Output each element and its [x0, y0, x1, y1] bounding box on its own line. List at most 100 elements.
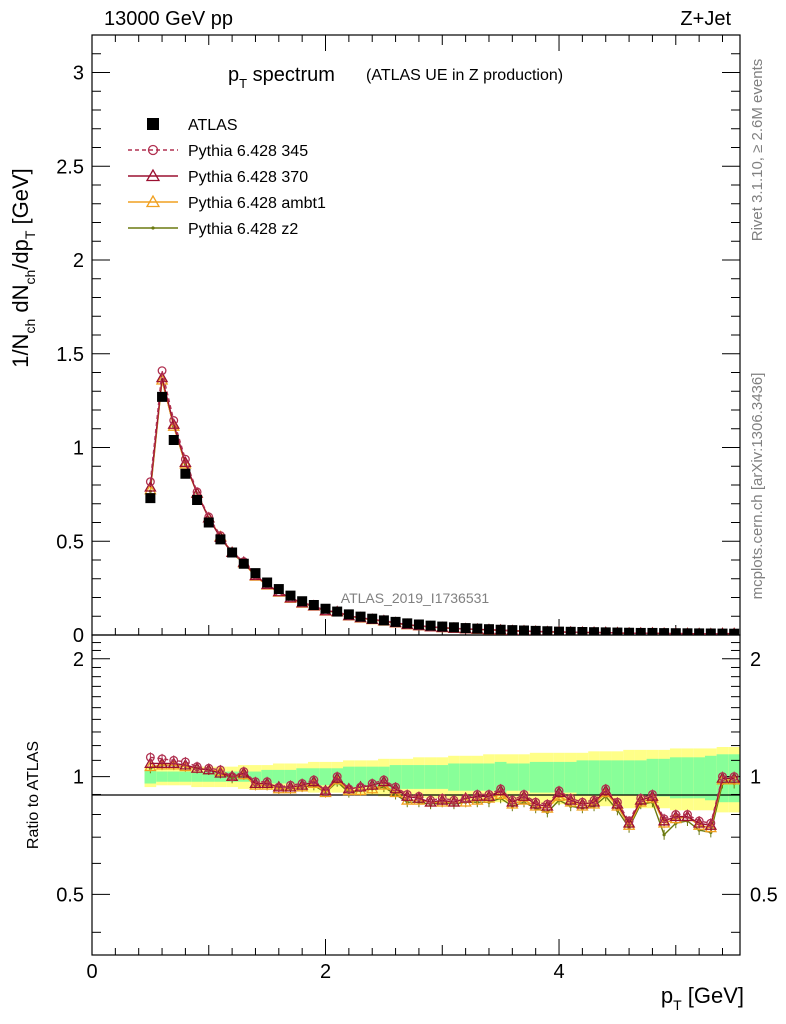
atlas-data-point — [495, 624, 506, 635]
band-stat — [272, 769, 285, 784]
ratio-curve-point — [622, 819, 636, 830]
ratio-curve-point — [529, 797, 542, 809]
ratio-curve-point — [286, 780, 295, 790]
legend-marker — [147, 118, 159, 130]
ratio-curve-point — [554, 786, 564, 796]
band-stat — [167, 771, 180, 782]
ratio-curve-point — [531, 797, 541, 807]
ratio-curve-point — [414, 791, 424, 801]
band-stat — [424, 765, 437, 789]
atlas-data-point — [238, 558, 249, 569]
band-stat — [576, 760, 589, 795]
atlas-data-point — [577, 627, 588, 635]
ratio-y-tick-label-right: 1 — [750, 767, 761, 789]
band-stat — [518, 763, 530, 791]
band-stat — [681, 757, 694, 799]
ratio-curve-point — [681, 810, 694, 822]
ratio-curve-point — [332, 772, 342, 782]
main-curve-point — [157, 366, 167, 376]
analysis-watermark: ATLAS_2019_I1736531 — [341, 590, 490, 606]
ratio-curve-point — [624, 816, 634, 826]
legend-marker — [147, 144, 159, 156]
ratio-curve-point — [144, 757, 157, 768]
ratio-curve-point — [202, 763, 215, 775]
atlas-data-point — [180, 468, 191, 479]
ratio-curve-point — [496, 784, 506, 794]
band-stat — [366, 766, 379, 788]
ratio-curve-point — [204, 763, 214, 773]
ratio-curve-point — [295, 778, 309, 790]
atlas-data-point — [402, 618, 413, 629]
y-tick-label: 0 — [73, 625, 84, 647]
atlas-data-point — [285, 590, 296, 601]
ratio-curve-point — [494, 784, 507, 796]
ratio-curve-point — [330, 771, 344, 783]
y-tick-label: 2.5 — [56, 156, 84, 178]
band-stat — [436, 765, 449, 789]
plot-title-detail: (ATLAS UE in Z production) — [366, 67, 563, 84]
ratio-curve-point — [472, 789, 482, 799]
atlas-data-point — [390, 616, 401, 627]
ratio-curve-point — [402, 789, 412, 799]
ratio-curve-point — [401, 789, 414, 801]
main-curve-point — [145, 477, 155, 487]
atlas-data-point — [448, 622, 459, 633]
mcplots-info: mcplots.cern.ch [arXiv:1306.3436] — [749, 373, 766, 600]
ratio-curve-point — [367, 779, 377, 788]
ratio-curve-point — [250, 777, 260, 787]
atlas-data-point — [460, 623, 471, 634]
ratio-curve-point — [692, 819, 706, 830]
ratio-curve-point — [484, 789, 494, 799]
atlas-data-point — [647, 627, 658, 635]
ratio-curve-point — [239, 767, 249, 777]
legend-marker — [151, 226, 155, 230]
y-tick-label: 0.5 — [56, 531, 84, 553]
ratio-curve-point — [344, 784, 354, 794]
ratio-curve-point — [272, 782, 286, 794]
main-curve-point — [144, 480, 157, 492]
ratio-curve-point — [587, 795, 601, 807]
ratio-y-tick-label-right: 2 — [750, 649, 761, 671]
atlas-data-point — [682, 628, 693, 635]
ratio-curve-point — [297, 779, 307, 788]
ratio-curve-point — [704, 819, 718, 830]
band-stat — [354, 766, 367, 788]
band-stat — [506, 763, 519, 791]
ratio-curve-point — [437, 793, 447, 803]
atlas-data-point — [565, 626, 576, 635]
main-series — [144, 366, 740, 635]
ratio-curve-point — [657, 814, 671, 826]
ratio-curve-point — [227, 772, 237, 782]
ratio-curve-point — [718, 772, 727, 782]
band-stat — [343, 766, 355, 788]
ratio-curve-point — [424, 795, 437, 807]
atlas-data-point — [320, 603, 331, 614]
ratio-curve-point — [356, 782, 366, 792]
band-stat — [284, 769, 297, 784]
ratio-curve-point — [449, 795, 459, 805]
ratio-curve-point — [611, 797, 624, 809]
atlas-data-point — [262, 577, 273, 588]
ratio-curve-point — [599, 784, 612, 796]
x-tick-label: 4 — [553, 961, 564, 983]
band-stat — [191, 771, 203, 782]
y-axis-label: 1/Nch dNch/dpT [GeV] — [8, 168, 38, 368]
band-stat — [483, 763, 495, 791]
ratio-curve-point — [542, 799, 552, 809]
y-tick-label: 1 — [73, 438, 84, 460]
ratio-curve-point — [342, 784, 356, 796]
ratio-curve-point — [365, 782, 379, 794]
main-curve-point — [169, 416, 179, 425]
ratio-curve-point — [321, 786, 330, 796]
ratio-curve-point — [662, 833, 666, 837]
ratio-curve-point — [157, 754, 167, 764]
atlas-data-point — [624, 627, 635, 635]
atlas-data-point — [168, 435, 179, 445]
process-label: Z+Jet — [680, 8, 731, 30]
atlas-data-point — [589, 627, 600, 635]
atlas-data-point — [413, 619, 424, 630]
ratio-curve-point — [634, 793, 647, 805]
main-curve-point — [167, 419, 180, 431]
atlas-data-point — [507, 625, 518, 635]
ratio-curve-point — [155, 758, 169, 770]
